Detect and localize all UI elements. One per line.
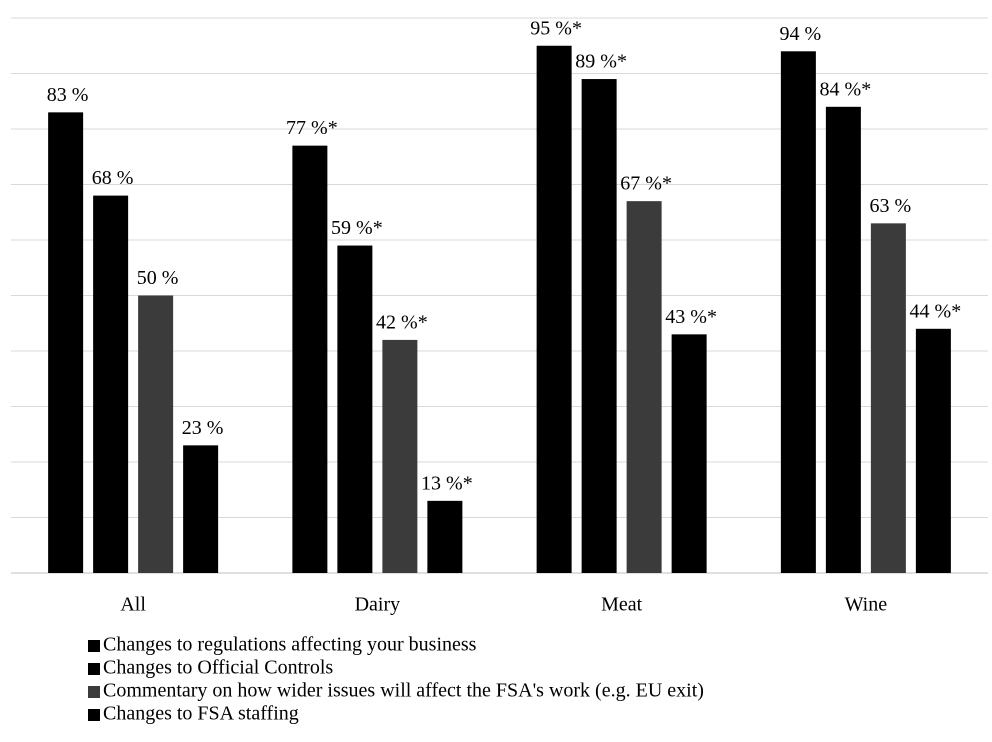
bar: [536, 45, 572, 573]
data-label: 94 %: [780, 23, 822, 45]
bar: [780, 51, 816, 574]
bar: [337, 245, 373, 574]
legend-label: Changes to regulations affecting your bu…: [103, 634, 477, 656]
bar: [427, 500, 463, 573]
legend-label: Changes to Official Controls: [103, 657, 333, 679]
bar: [292, 145, 328, 573]
x-tick-label: All: [120, 594, 146, 616]
data-label: 50 %: [137, 267, 179, 289]
data-label: 77 %*: [286, 117, 338, 139]
legend-swatch: [88, 709, 100, 721]
data-label: 67 %*: [620, 173, 672, 195]
x-tick-label: Meat: [601, 594, 643, 616]
x-tick-label: Dairy: [355, 594, 401, 616]
data-label: 42 %*: [376, 311, 428, 333]
bar: [581, 79, 617, 574]
data-label: 63 %: [870, 195, 912, 217]
legend-label: Changes to FSA staffing: [103, 703, 299, 725]
bar: [870, 223, 906, 573]
legend-swatch: [88, 663, 100, 675]
data-label: 43 %*: [665, 306, 717, 328]
bar: [915, 328, 951, 573]
data-label: 13 %*: [421, 472, 473, 494]
bar: [671, 334, 707, 573]
bar: [825, 106, 861, 574]
data-label: 95 %*: [530, 17, 582, 39]
bar: [183, 445, 219, 573]
data-label: 68 %: [92, 167, 134, 189]
data-label: 84 %*: [820, 78, 872, 100]
bar: [48, 112, 84, 573]
x-tick-label: Wine: [845, 594, 888, 616]
data-label: 89 %*: [575, 51, 627, 73]
bar: [626, 201, 662, 573]
legend-swatch: [88, 686, 100, 698]
data-label: 59 %*: [331, 217, 383, 239]
data-label: 44 %*: [910, 300, 962, 322]
legend-swatch: [88, 640, 100, 652]
data-label: 23 %: [182, 417, 224, 439]
bar: [93, 195, 129, 573]
legend-label: Commentary on how wider issues will affe…: [103, 680, 704, 702]
bar: [138, 295, 174, 573]
bar: [382, 339, 418, 573]
data-label: 83 %: [47, 84, 89, 106]
